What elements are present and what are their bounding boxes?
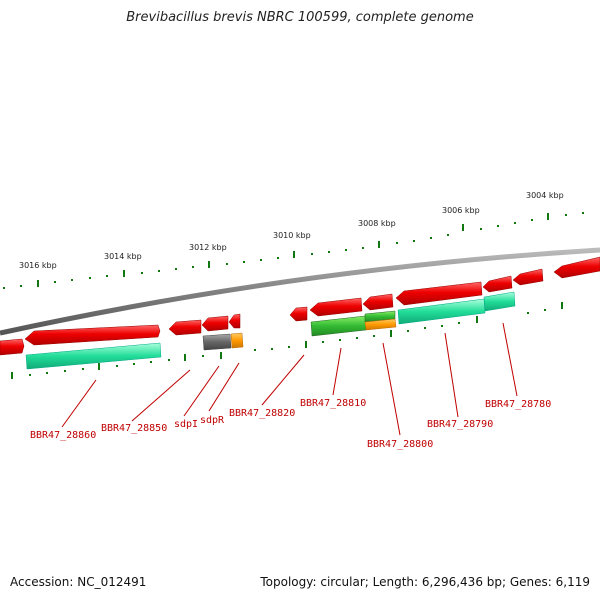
scale-label-3012: 3012 kbp	[189, 243, 227, 252]
scale-label-3004: 3004 kbp	[526, 191, 564, 200]
map-title: Brevibacillus brevis NBRC 100599, comple…	[126, 10, 474, 25]
inner-major-ticks	[11, 302, 563, 379]
orange-feature-sdpr[interactable]	[230, 332, 244, 349]
cds-feature-bbr47-28790[interactable]	[397, 298, 486, 325]
outer-major-ticks	[37, 213, 549, 287]
gene-arrow-end[interactable]	[553, 256, 600, 279]
gene-arrow[interactable]	[0, 338, 25, 356]
scale-label-3016: 3016 kbp	[19, 261, 57, 270]
gene-track	[0, 256, 600, 356]
gene-arrow-sdpi[interactable]	[201, 315, 229, 332]
gene-arrow-bbr47-28790[interactable]	[395, 281, 483, 306]
gene-arrow-bbr47-28860[interactable]	[24, 324, 161, 346]
gene-arrow-bbr47-28780-a[interactable]	[482, 275, 513, 293]
gene-arrow-bbr47-28820[interactable]	[289, 306, 308, 322]
green-feature-bbr47-28810[interactable]	[310, 315, 367, 337]
orange-feature-bbr47-28800[interactable]	[364, 318, 397, 331]
inner-tick-ring	[29, 309, 546, 376]
gene-label-bbr47-28800[interactable]: BBR47_28800	[367, 439, 433, 450]
cds-feature-bbr47-28860[interactable]	[25, 342, 162, 370]
scale-label-3010: 3010 kbp	[273, 231, 311, 240]
gene-arrow-sdpr[interactable]	[228, 313, 241, 329]
scale-label-3006: 3006 kbp	[442, 206, 480, 215]
cds-feature-bbr47-28780[interactable]	[483, 291, 516, 312]
gene-arrow-bbr47-28800[interactable]	[362, 293, 394, 311]
gene-arrow-bbr47-28810[interactable]	[309, 297, 363, 317]
gene-label-sdpi[interactable]: sdpI	[174, 419, 198, 430]
gene-label-bbr47-28850[interactable]: BBR47_28850	[101, 423, 167, 434]
gene-label-bbr47-28810[interactable]: BBR47_28810	[300, 398, 366, 409]
gene-label-sdpr[interactable]: sdpR	[200, 415, 225, 426]
label-leaders	[61, 322, 518, 436]
outer-tick-ring	[3, 212, 584, 289]
genome-backbone	[0, 247, 600, 336]
gene-label-bbr47-28790[interactable]: BBR47_28790	[427, 419, 493, 430]
gene-label-bbr47-28780[interactable]: BBR47_28780	[485, 399, 551, 410]
accession-text: Accession: NC_012491	[10, 575, 147, 589]
gene-arrow-bbr47-28780-b[interactable]	[512, 268, 544, 286]
gene-label-bbr47-28820[interactable]: BBR47_28820	[229, 408, 295, 419]
feature-track	[25, 291, 516, 370]
gray-feature-sdpi[interactable]	[202, 333, 232, 351]
scale-label-3014: 3014 kbp	[104, 252, 142, 261]
scale-label-3008: 3008 kbp	[358, 219, 396, 228]
gene-arrow-bbr47-28850[interactable]	[168, 319, 202, 336]
gene-label-bbr47-28860[interactable]: BBR47_28860	[30, 430, 96, 441]
genome-summary-text: Topology: circular; Length: 6,296,436 bp…	[260, 575, 590, 589]
